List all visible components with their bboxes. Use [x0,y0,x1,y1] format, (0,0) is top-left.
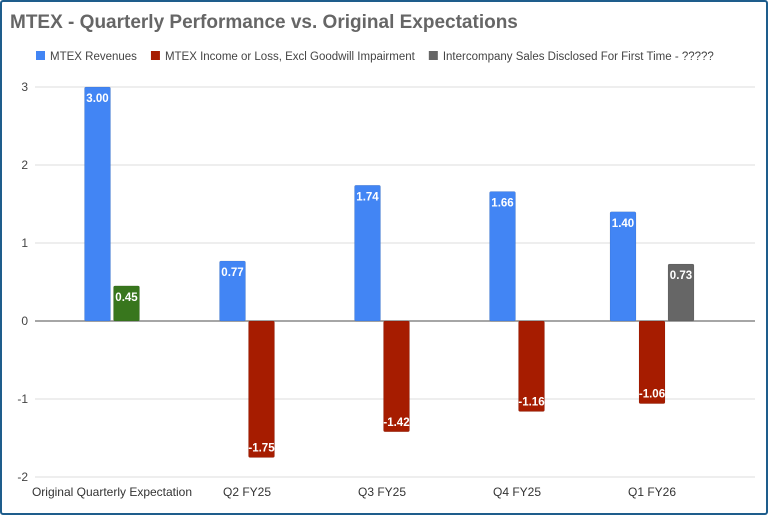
data-label: -1.06 [639,389,665,401]
data-label: -1.16 [518,396,544,408]
bar [609,211,637,322]
chart-title: MTEX - Quarterly Performance vs. Origina… [10,12,518,33]
bar [638,320,666,404]
bar [248,320,275,458]
x-axis-labels: Original Quarterly Expectation Q2 FY25 Q3 … [32,485,676,499]
data-label: 1.66 [491,198,513,210]
data-label: 0.73 [670,270,692,282]
legend-swatch [150,51,160,60]
legend-swatch [36,51,45,60]
y-tick-label: -1 [17,392,28,406]
y-tick-label: 1 [21,236,28,250]
bar [354,185,381,322]
data-label: -1.75 [248,443,275,455]
legend-label: MTEX Revenues [50,51,137,63]
bar [84,86,111,322]
data-label: 0.45 [115,292,138,304]
y-tick-label: 2 [21,158,28,172]
bar [113,285,140,322]
bars: 3.00 0.45 0.77 -1.75 1.74 -1.42 1.66 -1.16 1.40 -… [84,86,695,458]
data-label: 1.40 [612,218,634,230]
data-label: 1.74 [356,191,379,203]
bar [667,263,695,322]
x-tick-label: Q4 FY25 [493,485,541,499]
bar [518,320,545,412]
x-tick-label: Original Quarterly Expectation [32,485,192,499]
x-tick-label: Q2 FY25 [223,485,271,499]
y-tick-label: 3 [21,80,28,94]
data-label: 0.77 [221,267,243,279]
bar [383,320,410,433]
legend-label: MTEX Income or Loss, Excl Goodwill Impai… [165,51,416,63]
y-tick-label: -2 [17,470,28,484]
legend-label: Intercompany Sales Disclosed For First T… [443,51,714,63]
x-tick-label: Q1 FY26 [628,485,676,499]
bar [219,260,246,322]
y-tick-label: 0 [21,314,28,328]
data-label: -1.42 [383,417,409,429]
data-label: 3.00 [86,93,108,105]
bar [489,191,516,322]
legend: MTEX Revenues MTEX Income or Loss, Excl G… [36,51,714,63]
legend-swatch [428,51,438,60]
x-tick-label: Q3 FY25 [358,485,406,499]
